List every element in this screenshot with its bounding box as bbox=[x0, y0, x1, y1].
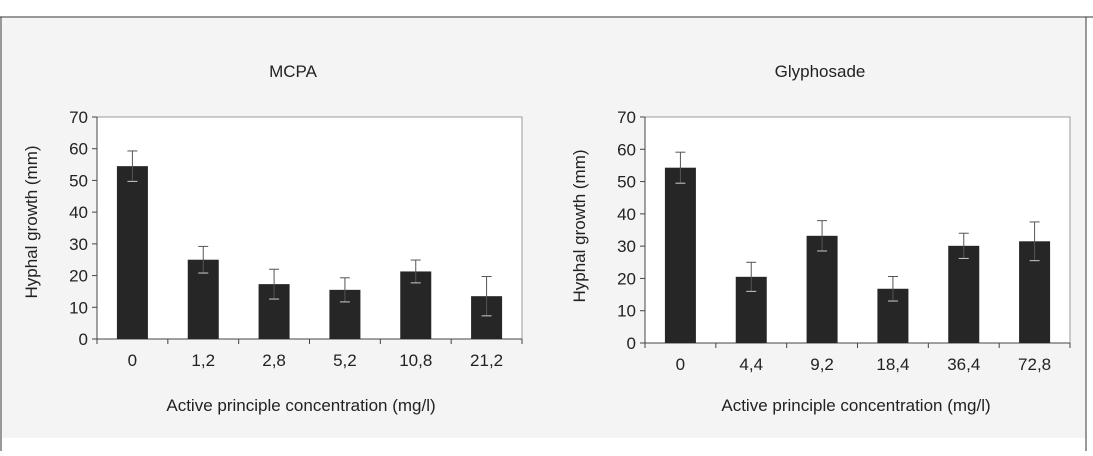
y-tick-label: 40 bbox=[69, 203, 88, 222]
plot-box bbox=[96, 116, 523, 340]
y-tick-label: 30 bbox=[69, 235, 88, 254]
x-tick-label: 72,8 bbox=[1018, 355, 1051, 374]
glyphosade-chart-panel: Glyphosade Hyphal growth (mm) Active pri… bbox=[570, 62, 1071, 415]
mcpa-chart-panel: MCPA Hyphal growth (mm) Active principle… bbox=[22, 62, 523, 415]
y-tick-label: 10 bbox=[69, 298, 88, 317]
x-tick-label: 18,4 bbox=[876, 355, 909, 374]
y-tick-label: 30 bbox=[617, 237, 636, 256]
y-tick-label: 10 bbox=[617, 302, 636, 321]
bar bbox=[948, 245, 980, 343]
mcpa-plot-area: 0 10 20 30 40 50 60 70 0 1,2 2,8 5,2 10,8 21,2 bbox=[69, 108, 523, 370]
x-tick-label: 2,8 bbox=[262, 351, 286, 370]
glyphosade-plot-area: 0 10 20 30 40 50 60 70 0 4,4 9,2 18,4 36,4 72,8 bbox=[617, 108, 1071, 374]
bar bbox=[664, 167, 696, 343]
y-axis-label: Hyphal growth (mm) bbox=[22, 145, 41, 298]
y-tick-label: 70 bbox=[69, 108, 88, 127]
x-tick-label: 21,2 bbox=[470, 351, 503, 370]
x-tick-label: 5,2 bbox=[333, 351, 357, 370]
bar bbox=[806, 235, 838, 343]
y-tick-label: 60 bbox=[69, 140, 88, 159]
x-tick-label: 36,4 bbox=[947, 355, 980, 374]
chart-title: MCPA bbox=[269, 62, 318, 81]
y-tick-label: 50 bbox=[617, 173, 636, 192]
y-axis-label: Hyphal growth (mm) bbox=[570, 149, 589, 302]
y-tick-label: 0 bbox=[627, 334, 636, 353]
chart-title: Glyphosade bbox=[775, 62, 866, 81]
x-axis-label: Active principle concentration (mg/l) bbox=[721, 396, 990, 415]
x-tick-label: 0 bbox=[128, 351, 137, 370]
x-tick-label: 9,2 bbox=[810, 355, 834, 374]
y-tick-label: 60 bbox=[617, 140, 636, 159]
y-tick-label: 0 bbox=[79, 330, 88, 349]
x-tick-label: 4,4 bbox=[739, 355, 763, 374]
x-tick-label: 10,8 bbox=[399, 351, 432, 370]
x-tick-label: 0 bbox=[676, 355, 685, 374]
y-tick-label: 20 bbox=[69, 267, 88, 286]
y-tick-label: 40 bbox=[617, 205, 636, 224]
x-tick-label: 1,2 bbox=[191, 351, 215, 370]
y-tick-label: 50 bbox=[69, 171, 88, 190]
x-axis-label: Active principle concentration (mg/l) bbox=[166, 396, 435, 415]
y-tick-label: 20 bbox=[617, 269, 636, 288]
bar bbox=[116, 166, 148, 339]
y-tick-label: 70 bbox=[617, 108, 636, 127]
plot-box bbox=[644, 116, 1071, 344]
